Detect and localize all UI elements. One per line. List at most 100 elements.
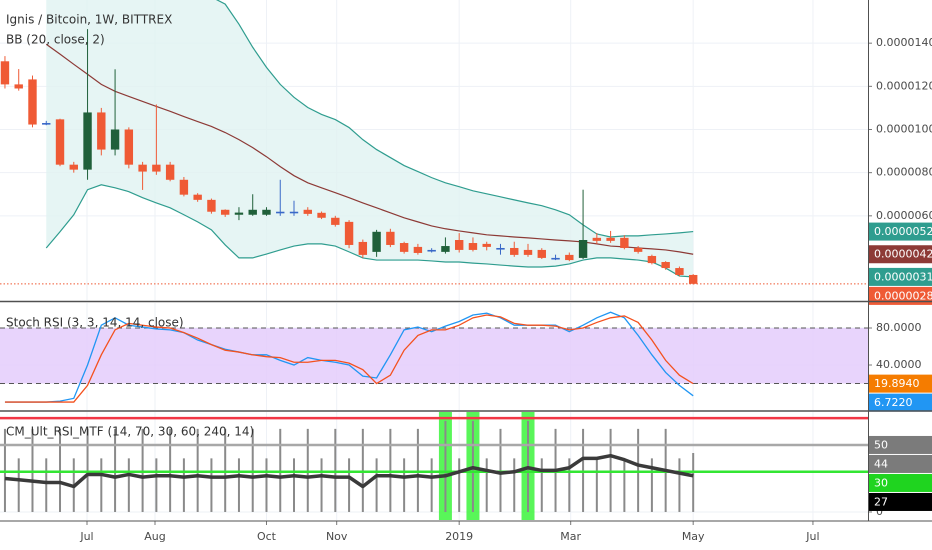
candle-body — [675, 268, 684, 275]
candle-body — [262, 209, 271, 215]
candle-body — [468, 243, 478, 250]
rsi-line — [4, 453, 694, 489]
y-tick-label: 0.00001200 — [876, 79, 932, 92]
price-label-box — [869, 473, 932, 492]
candle-body — [138, 164, 147, 172]
pane-title: CM_Ult_RSI_MTF (14, 70, 30, 60, 240, 14) — [6, 425, 254, 439]
candle-body — [331, 217, 340, 225]
pane-subtitle: BB (20, close, 2) — [6, 33, 105, 47]
candle-body — [620, 237, 629, 248]
candle-body — [441, 246, 450, 252]
price-label: 44 — [874, 457, 888, 470]
bollinger-line — [45, 184, 694, 278]
candle-body — [386, 231, 395, 245]
price-label-box — [869, 393, 932, 412]
candle-body — [152, 164, 161, 172]
x-tick-label: May — [682, 530, 705, 543]
candle-body — [55, 119, 65, 165]
candle-body — [124, 129, 134, 165]
x-tick-label: 2019 — [445, 530, 473, 543]
y-tick-label: 0.00001400 — [876, 36, 932, 49]
candle-body — [289, 211, 299, 214]
price-label: 6.7220 — [874, 396, 913, 409]
y-tick-label: 0.00000600 — [876, 209, 932, 222]
candle-body — [83, 112, 92, 170]
price-label-box — [869, 267, 932, 286]
candle-body — [276, 211, 285, 214]
x-tick-label: Jul — [79, 530, 93, 543]
price-label-box — [869, 286, 932, 305]
candle-body — [207, 199, 216, 212]
x-tick-label: Oct — [257, 530, 277, 543]
pane — [0, 303, 868, 410]
candle-body — [565, 254, 574, 261]
y-tick-label: 0 — [876, 505, 883, 518]
price-label: 27 — [874, 495, 888, 508]
price-label-box — [869, 492, 932, 511]
price-label-box — [869, 454, 932, 473]
candle-body — [14, 84, 23, 89]
candle-body — [179, 179, 189, 195]
price-label: 0.00000527 — [874, 225, 932, 238]
candle-body — [165, 164, 175, 180]
candle-body — [344, 221, 354, 245]
candle-body — [454, 240, 464, 250]
candle-body — [399, 243, 409, 252]
price-label: 50 — [874, 438, 888, 451]
candle-body — [688, 274, 698, 284]
candle-body — [303, 209, 312, 214]
candle-body — [248, 209, 257, 215]
candle-body — [523, 249, 533, 255]
candle-body — [110, 129, 120, 150]
bollinger-line — [215, 0, 694, 238]
price-label: 0.00000422 — [874, 248, 932, 261]
price-label: 30 — [874, 476, 888, 489]
level-band — [0, 327, 868, 384]
series-line — [4, 314, 694, 403]
candle-body — [510, 247, 519, 255]
candle-body — [97, 112, 106, 150]
candle-body — [647, 255, 657, 264]
candle-body — [482, 243, 491, 247]
candle-body — [42, 123, 51, 125]
candle-body — [220, 209, 230, 215]
price-label: 0.00000285 — [874, 289, 932, 302]
candle-body — [661, 262, 670, 269]
y-tick-label: 0.00000800 — [876, 166, 932, 179]
price-label-box — [869, 222, 932, 241]
candle-body — [358, 241, 368, 255]
price-label: 0.00000317 — [874, 270, 932, 283]
x-tick-label: Nov — [326, 530, 348, 543]
price-label: 19.8940 — [874, 377, 920, 390]
pane — [0, 0, 868, 300]
y-tick-label: 40.0000 — [876, 358, 922, 371]
candle-body — [633, 247, 643, 252]
candle-body — [551, 257, 560, 260]
y-tick-label: 80.0000 — [876, 321, 922, 334]
candle-body — [578, 240, 588, 258]
price-label-box — [869, 435, 932, 454]
candle-body — [372, 231, 381, 252]
series-line — [4, 311, 694, 403]
price-label-box — [869, 374, 932, 393]
pane-title: Ignis / Bitcoin, 1W, BITTREX — [6, 13, 172, 27]
x-tick-label: Jul — [805, 530, 819, 543]
candle-body — [69, 164, 78, 170]
x-tick-label: Mar — [560, 530, 581, 543]
y-tick-label: 0.00001000 — [876, 122, 932, 135]
candle-body — [234, 212, 244, 215]
candle-body — [193, 194, 202, 200]
candle-body — [413, 246, 423, 253]
candle-body — [592, 237, 602, 241]
candle-body — [496, 247, 505, 250]
pane — [0, 412, 868, 520]
pane-title: Stoch RSI (3, 3, 14, 14, close) — [6, 316, 184, 330]
candle-body — [317, 212, 326, 218]
candle-body — [606, 237, 615, 241]
candle-body — [0, 61, 10, 85]
candle-body — [537, 249, 546, 258]
candle-body — [427, 249, 436, 252]
